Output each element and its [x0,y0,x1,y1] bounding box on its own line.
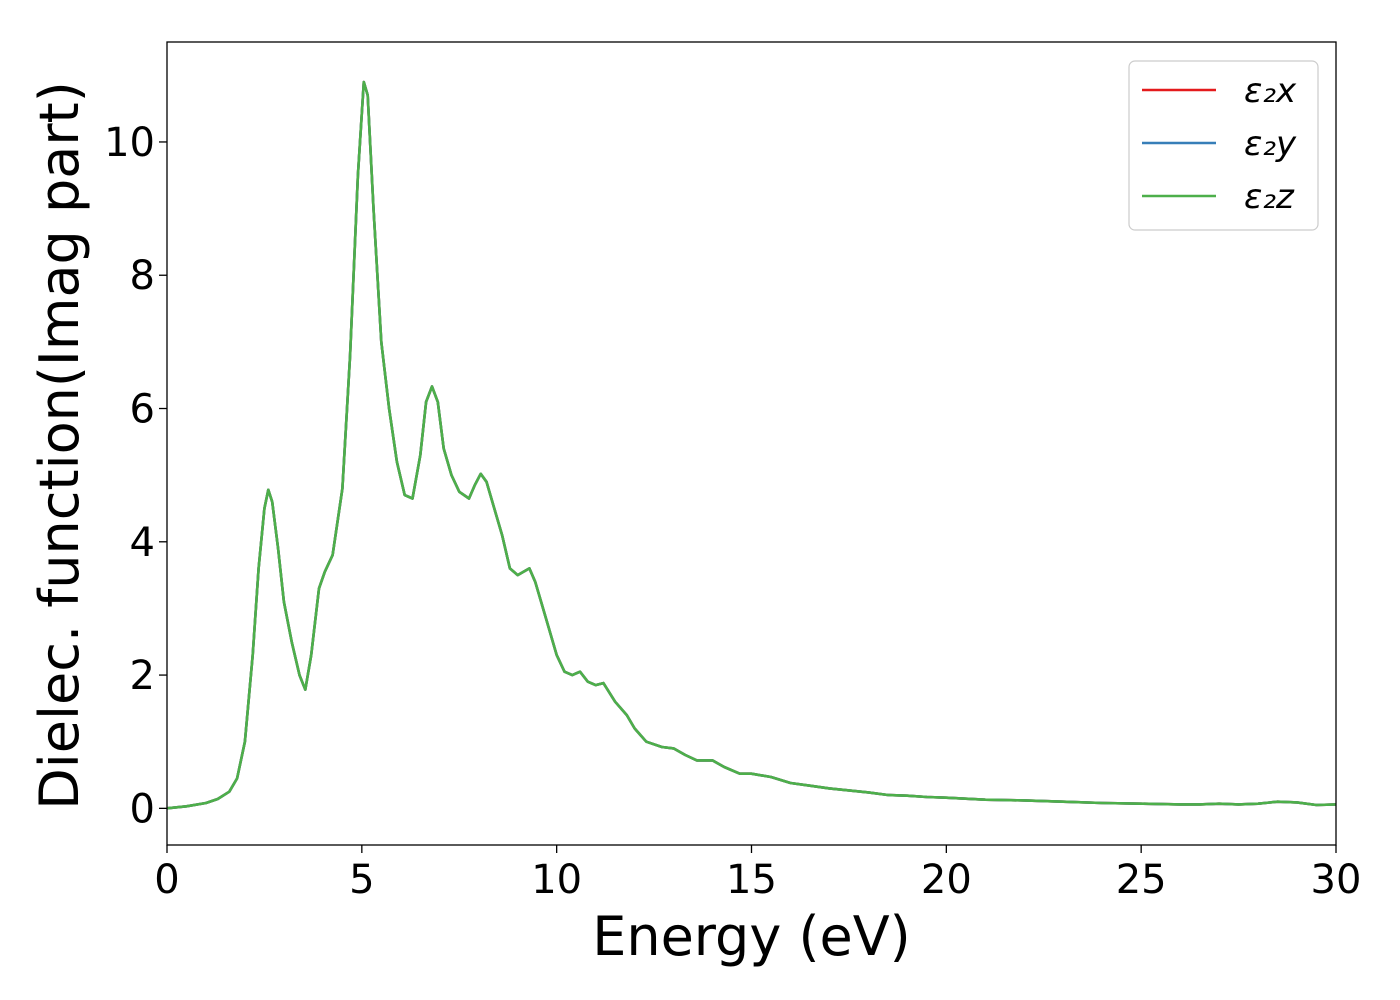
x-tick-label: 30 [1311,857,1362,903]
y-axis-label: Dielec. function(Imag part) [28,81,91,810]
y-tick-label: 0 [130,786,155,832]
legend-label: ε₂z [1244,177,1295,217]
y-tick-label: 10 [104,120,155,166]
series-line-3 [166,80,1337,810]
x-tick-label: 15 [726,857,777,903]
legend-label: ε₂x [1244,71,1297,111]
x-tick-label: 10 [531,857,582,903]
x-axis-label: Energy (eV) [592,905,911,968]
y-tick-label: 8 [130,253,155,299]
x-tick-label: 5 [349,857,374,903]
x-tick-label: 0 [154,857,179,903]
legend-items: ε₂x ε₂y ε₂z [1142,71,1297,217]
y-axis-ticks: 0 2 4 6 8 10 [104,120,167,832]
x-tick-label: 20 [921,857,972,903]
legend-box [1128,60,1319,231]
series-layer [166,80,1337,810]
legend: ε₂x ε₂y ε₂z [1128,60,1319,231]
y-tick-label: 6 [130,387,155,433]
y-tick-label: 4 [130,520,155,566]
x-axis-ticks: 0 5 10 15 20 25 30 [154,845,1361,903]
legend-label: ε₂y [1244,124,1297,164]
x-tick-label: 25 [1116,857,1167,903]
y-tick-label: 2 [130,653,155,699]
